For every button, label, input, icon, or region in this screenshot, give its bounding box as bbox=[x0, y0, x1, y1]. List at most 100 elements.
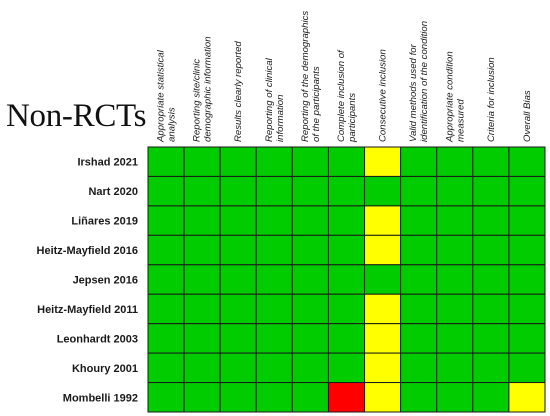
cell-irshad-2021-col-5 bbox=[291, 146, 329, 177]
cell-nart-2020-col-9 bbox=[436, 175, 474, 207]
column-label: participants bbox=[347, 93, 358, 143]
cell-mombelli-1992-col-2 bbox=[183, 382, 221, 413]
cell-heitz-mayfield-2011-col-4 bbox=[255, 293, 293, 325]
cell-jepsen-2016-col-1 bbox=[147, 264, 185, 295]
cell-khoury-2001-col-9 bbox=[436, 352, 474, 384]
cell-jepsen-2016-col-3 bbox=[219, 264, 257, 295]
column-label: Criteria for inclusion bbox=[486, 57, 497, 142]
cell-heitz-mayfield-2016-col-6 bbox=[327, 234, 366, 266]
cell-heitz-mayfield-2016-col-3 bbox=[219, 234, 257, 266]
row-label: Jepsen 2016 bbox=[73, 275, 138, 287]
column-label: Appropriate condition bbox=[444, 51, 455, 143]
cell-mombelli-1992-col-5 bbox=[291, 382, 329, 413]
cell-mombelli-1992-col-11 bbox=[508, 382, 546, 413]
row-label: Khoury 2001 bbox=[72, 363, 138, 375]
cell-irshad-2021-col-7 bbox=[364, 146, 402, 177]
cell-jepsen-2016-col-8 bbox=[400, 264, 438, 295]
cell-leonhardt-2003-col-9 bbox=[436, 323, 474, 354]
cell-irshad-2021-col-9 bbox=[436, 146, 474, 177]
column-label: Overall Bias bbox=[522, 90, 533, 142]
row-label: Mombelli 1992 bbox=[63, 392, 138, 404]
cell-khoury-2001-col-5 bbox=[291, 352, 329, 384]
cell-leonhardt-2003-col-4 bbox=[255, 323, 293, 354]
cell-jepsen-2016-col-4 bbox=[255, 264, 293, 295]
row-labels: Irshad 2021 Nart 2020 Liñares 2019 Heitz-Ma… bbox=[37, 157, 138, 405]
cell-nart-2020-col-8 bbox=[400, 175, 438, 207]
cell-li-ares-2019-col-5 bbox=[291, 205, 329, 236]
cell-leonhardt-2003-col-1 bbox=[147, 323, 185, 354]
cell-heitz-mayfield-2011-col-3 bbox=[219, 293, 257, 325]
cell-leonhardt-2003-col-6 bbox=[327, 323, 366, 354]
cell-irshad-2021-col-11 bbox=[508, 146, 546, 177]
cell-leonhardt-2003-col-10 bbox=[472, 323, 510, 354]
column-label: Reporting site/clinic bbox=[192, 59, 203, 142]
cell-heitz-mayfield-2011-col-10 bbox=[472, 293, 510, 325]
cell-irshad-2021-col-10 bbox=[472, 146, 510, 177]
cell-khoury-2001-col-1 bbox=[147, 352, 185, 384]
cell-mombelli-1992-col-10 bbox=[472, 382, 510, 413]
cell-jepsen-2016-col-10 bbox=[472, 264, 510, 295]
cell-mombelli-1992-col-3 bbox=[219, 382, 257, 413]
cell-li-ares-2019-col-6 bbox=[327, 205, 366, 236]
cell-li-ares-2019-col-9 bbox=[436, 205, 474, 236]
row-label: Heitz-Mayfield 2011 bbox=[37, 304, 138, 316]
cell-mombelli-1992-col-8 bbox=[400, 382, 438, 413]
cell-jepsen-2016-col-5 bbox=[291, 264, 329, 295]
column-labels: Appropriate statistical analysis Reporting… bbox=[156, 11, 533, 143]
column-label: Reporting of the demographics bbox=[300, 11, 311, 142]
cell-nart-2020-col-3 bbox=[219, 175, 257, 207]
cell-nart-2020-col-7 bbox=[364, 175, 402, 207]
cell-heitz-mayfield-2011-col-2 bbox=[183, 293, 221, 325]
cell-heitz-mayfield-2011-col-5 bbox=[291, 293, 329, 325]
cell-li-ares-2019-col-7 bbox=[364, 205, 402, 236]
cell-irshad-2021-col-1 bbox=[147, 146, 185, 177]
column-label: information bbox=[275, 95, 286, 142]
cell-nart-2020-col-4 bbox=[255, 175, 293, 207]
column-label: Appropriate statistical bbox=[156, 49, 167, 143]
cell-heitz-mayfield-2016-col-10 bbox=[472, 234, 510, 266]
cell-leonhardt-2003-col-11 bbox=[508, 323, 546, 354]
cell-khoury-2001-col-10 bbox=[472, 352, 510, 384]
cell-jepsen-2016-col-7 bbox=[364, 264, 402, 295]
column-label: of the participants bbox=[311, 66, 322, 142]
cell-heitz-mayfield-2016-col-11 bbox=[508, 234, 546, 266]
cell-li-ares-2019-col-4 bbox=[255, 205, 293, 236]
cell-jepsen-2016-col-9 bbox=[436, 264, 474, 295]
cell-li-ares-2019-col-8 bbox=[400, 205, 438, 236]
cell-li-ares-2019-col-2 bbox=[183, 205, 221, 236]
cell-mombelli-1992-col-6 bbox=[327, 382, 366, 413]
cell-heitz-mayfield-2011-col-11 bbox=[508, 293, 546, 325]
cell-khoury-2001-col-6 bbox=[327, 352, 366, 384]
cell-nart-2020-col-6 bbox=[327, 175, 366, 207]
cell-heitz-mayfield-2016-col-4 bbox=[255, 234, 293, 266]
cell-leonhardt-2003-col-7 bbox=[364, 323, 402, 354]
column-label: Valid methods used for bbox=[408, 43, 419, 142]
column-label: measured bbox=[455, 99, 466, 142]
cell-heitz-mayfield-2016-col-9 bbox=[436, 234, 474, 266]
row-label: Heitz-Mayfield 2016 bbox=[37, 245, 138, 257]
cell-heitz-mayfield-2011-col-1 bbox=[147, 293, 185, 325]
cell-khoury-2001-col-4 bbox=[255, 352, 293, 384]
cell-irshad-2021-col-4 bbox=[255, 146, 293, 177]
cell-nart-2020-col-1 bbox=[147, 175, 185, 207]
cell-nart-2020-col-10 bbox=[472, 175, 510, 207]
cell-khoury-2001-col-8 bbox=[400, 352, 438, 384]
row-label: Leonhardt 2003 bbox=[57, 333, 138, 345]
cell-heitz-mayfield-2016-col-7 bbox=[364, 234, 402, 266]
cell-leonhardt-2003-col-5 bbox=[291, 323, 329, 354]
row-label: Liñares 2019 bbox=[71, 216, 138, 228]
cell-heitz-mayfield-2011-col-8 bbox=[400, 293, 438, 325]
cell-khoury-2001-col-11 bbox=[508, 352, 546, 384]
column-label: identification of the condition bbox=[419, 21, 430, 142]
cell-nart-2020-col-2 bbox=[183, 175, 221, 207]
cell-nart-2020-col-5 bbox=[291, 175, 329, 207]
cell-mombelli-1992-col-9 bbox=[436, 382, 474, 413]
cell-mombelli-1992-col-7 bbox=[364, 382, 402, 413]
cell-irshad-2021-col-3 bbox=[219, 146, 257, 177]
cell-khoury-2001-col-7 bbox=[364, 352, 402, 384]
column-label: analysis bbox=[167, 107, 178, 142]
cell-irshad-2021-col-2 bbox=[183, 146, 221, 177]
cell-jepsen-2016-col-2 bbox=[183, 264, 221, 295]
cell-heitz-mayfield-2016-col-8 bbox=[400, 234, 438, 266]
column-label: demographic information bbox=[203, 36, 214, 142]
